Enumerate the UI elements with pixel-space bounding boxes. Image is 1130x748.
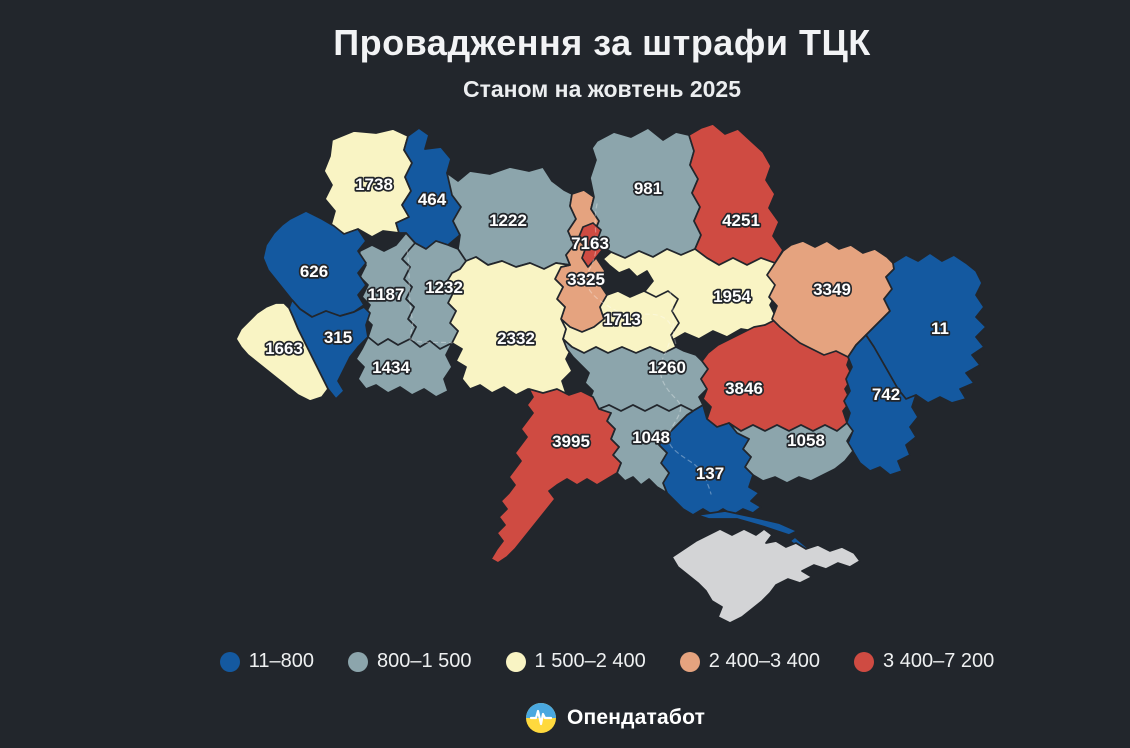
region-label-rivne: 464 — [418, 190, 447, 209]
region-odesa — [490, 388, 622, 564]
dnipro-river-line — [586, 203, 712, 495]
region-label-kherson: 137 — [696, 464, 724, 483]
page-subtitle: Станом на жовтень 2025 — [462, 75, 742, 102]
legend-swatch-band-2-icon — [348, 651, 368, 672]
region-kherson-syvash-strip — [696, 510, 798, 536]
legend-item-band-3: 1 500–2 400 — [505, 650, 646, 673]
region-chernivtsi — [355, 336, 453, 398]
legend-label-band-1: 11–800 — [248, 650, 314, 672]
region-label-sumy: 4251 — [722, 211, 760, 230]
footer-brand: Опендатабот — [50, 702, 1130, 734]
region-label-ivano-frankivsk: 315 — [324, 328, 352, 347]
region-label-khmelnytskyi: 1232 — [425, 278, 463, 297]
ternopil-khmelnytskyi-dashed-border — [406, 249, 414, 339]
region-vinnytsia — [445, 256, 573, 398]
region-label-mykolaiv: 1048 — [632, 428, 670, 447]
region-label-chernivtsi: 1434 — [372, 358, 410, 377]
page-title: Провадження за штрафи ТЦК — [333, 22, 871, 63]
region-sumy — [688, 123, 784, 266]
region-label-zaporizhzhia: 1058 — [787, 431, 825, 450]
legend-item-band-2: 800–1 500 — [348, 650, 472, 673]
region-label-kyiv-city: 7163 — [571, 234, 609, 253]
legend-swatch-band-5-icon — [854, 651, 875, 672]
region-zakarpattia — [235, 302, 329, 402]
region-luhansk — [865, 252, 987, 404]
region-label-chernihiv: 981 — [634, 179, 662, 198]
legend-swatch-band-4-icon — [679, 651, 700, 672]
region-label-lviv: 626 — [300, 262, 328, 281]
region-label-cherkasy: 1713 — [603, 310, 641, 329]
region-shapes — [235, 123, 987, 624]
region-label-odesa: 3995 — [552, 432, 590, 451]
legend-item-band-5: 3 400–7 200 — [854, 650, 994, 673]
region-poltava — [602, 248, 779, 342]
legend-item-band-1: 11–800 — [219, 650, 314, 673]
khmelnytskyi-chernivtsi-dashed-border — [409, 338, 453, 344]
region-crimea — [671, 528, 861, 624]
legend-label-band-2: 800–1 500 — [377, 650, 472, 672]
region-label-vinnytsia: 2332 — [497, 329, 535, 348]
legend-swatch-band-3-icon — [505, 651, 526, 672]
region-value-labels: 1738 464 1222 981 4251 7163 3325 626 118… — [263, 173, 950, 484]
river-lines — [406, 203, 712, 495]
legend-label-band-3: 1 500–2 400 — [534, 650, 646, 672]
region-label-luhansk: 11 — [931, 319, 949, 338]
region-label-kyiv-oblast: 3325 — [567, 270, 605, 289]
legend-item-band-4: 2 400–3 400 — [679, 650, 821, 673]
region-label-zhytomyr: 1222 — [489, 211, 527, 230]
region-donetsk — [843, 334, 919, 476]
legend-swatch-band-1-icon — [219, 651, 240, 672]
brand-name: Опендатабот — [566, 706, 706, 729]
region-label-zakarpattia: 1663 — [265, 339, 303, 358]
region-label-kharkiv: 3349 — [813, 280, 851, 299]
legend: 11–800 800–1 500 1 500–2 400 2 400–3 400… — [42, 650, 1130, 673]
region-kyiv-city — [577, 222, 604, 268]
legend-label-band-4: 2 400–3 400 — [708, 650, 821, 672]
region-label-poltava: 1954 — [713, 287, 751, 306]
cherkasy-poltava-dashed-border — [669, 291, 678, 348]
legend-label-band-5: 3 400–7 200 — [883, 650, 995, 672]
region-label-donetsk: 742 — [872, 385, 900, 404]
header: Провадження за штрафи ТЦК Станом на жовт… — [37, 24, 1130, 103]
region-label-dnipropetrovsk: 3846 — [725, 379, 763, 398]
opendatabot-logo-icon — [525, 703, 556, 733]
region-label-volyn: 1738 — [355, 175, 393, 194]
region-label-kirovohrad: 1260 — [648, 358, 686, 377]
region-ternopil — [357, 232, 417, 346]
region-label-ternopil: 1187 — [368, 285, 405, 304]
